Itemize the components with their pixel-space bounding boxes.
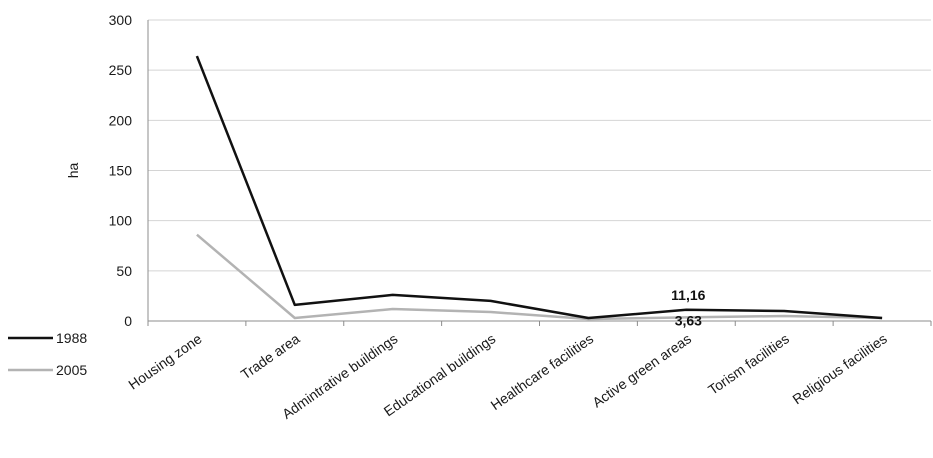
y-tick-label: 150 <box>109 163 133 179</box>
data-label: 11,16 <box>671 287 705 303</box>
series-line-2005 <box>196 233 883 321</box>
y-tick-label: 0 <box>124 313 132 329</box>
y-tick-label: 250 <box>109 62 133 78</box>
x-category-label: Religious facilities <box>789 330 889 407</box>
legend: 1988 2005 <box>8 330 87 378</box>
y-tick-label: 50 <box>116 263 132 279</box>
data-label: 3,63 <box>675 312 702 328</box>
gridlines <box>147 19 931 322</box>
y-axis-label: ha <box>65 163 81 179</box>
x-category-label: Healthcare facilities <box>488 330 597 413</box>
x-category-label: Active green areas <box>589 330 694 410</box>
y-axis-ticks: 0 50 100 150 200 250 300 <box>109 12 133 329</box>
x-category-label: Torism facilities <box>705 330 792 398</box>
y-tick-label: 300 <box>109 12 133 28</box>
y-tick-label: 100 <box>109 213 133 229</box>
y-tick-label: 200 <box>109 112 133 128</box>
series-line-1988 <box>195 55 883 320</box>
data-labels: 11,16 3,63 <box>671 287 705 329</box>
legend-label: 2005 <box>56 362 87 378</box>
x-category-label: Housing zone <box>125 330 204 392</box>
x-category-label: Trade area <box>238 330 303 382</box>
legend-label: 1988 <box>56 330 87 346</box>
series-lines <box>195 55 883 321</box>
